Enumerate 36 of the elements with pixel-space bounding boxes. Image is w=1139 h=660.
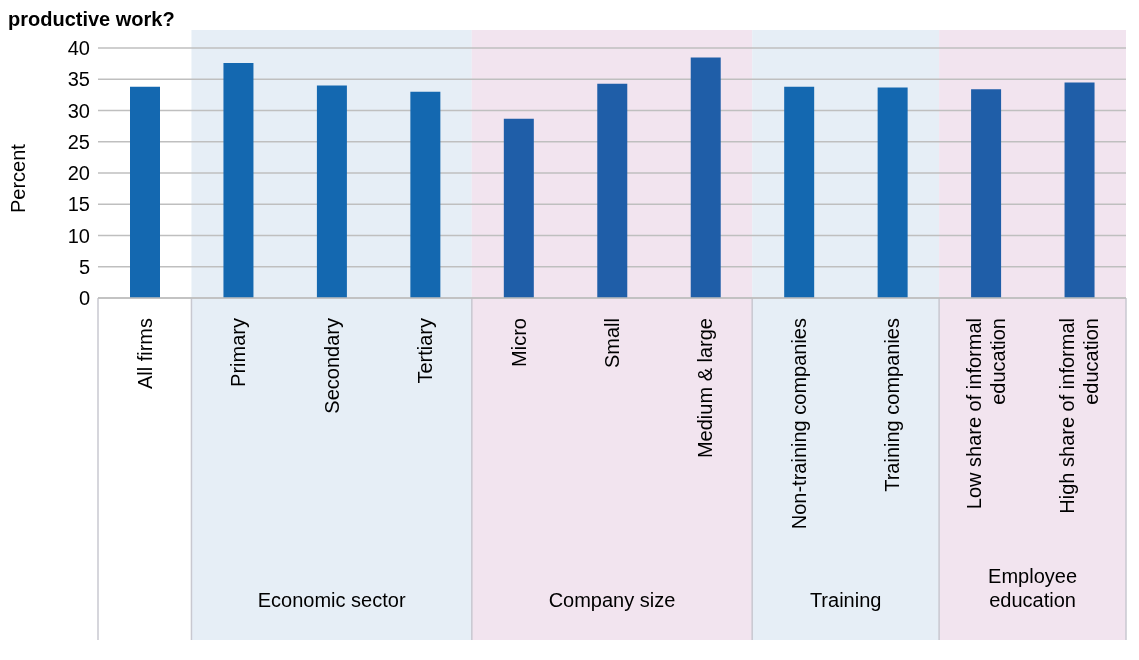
chart-title: productive work? xyxy=(8,8,176,30)
y-tick-label: 30 xyxy=(67,99,90,122)
x-tick-label: All firms xyxy=(133,318,156,390)
y-tick-label: 40 xyxy=(67,37,90,60)
x-tick-label: Secondary xyxy=(320,318,343,414)
bar xyxy=(410,91,441,298)
band-label: Training xyxy=(809,589,882,611)
y-tick-label: 15 xyxy=(67,193,90,216)
band-label: Economic sector xyxy=(257,589,406,611)
bar xyxy=(130,86,160,298)
x-tick-label: Medium & large xyxy=(694,318,717,459)
x-tick-label: Primary xyxy=(227,318,250,387)
band-label: Company size xyxy=(548,589,676,611)
x-tick-label: Small xyxy=(601,318,623,369)
y-tick-label: 10 xyxy=(67,224,90,247)
bar xyxy=(971,89,1002,298)
x-tick-label: Low share of informal education xyxy=(962,318,1009,510)
x-tick-label: Tertiary xyxy=(414,318,437,384)
x-tick-label: Non-training companies xyxy=(787,318,810,530)
y-tick-label: 0 xyxy=(78,287,90,310)
bar xyxy=(597,83,628,298)
y-axis-title: Percent xyxy=(7,143,30,213)
x-tick-label: Training companies xyxy=(881,318,904,492)
y-tick-label: 25 xyxy=(67,130,90,153)
bar xyxy=(1064,82,1095,298)
y-tick-label: 5 xyxy=(78,255,90,278)
bar xyxy=(690,57,721,298)
band-label: Employee education xyxy=(988,565,1078,611)
y-tick-label: 20 xyxy=(67,162,90,185)
bar xyxy=(316,85,347,298)
x-tick-label: Micro xyxy=(507,318,530,367)
y-tick-label: 35 xyxy=(67,68,90,91)
bar xyxy=(784,86,815,298)
bar xyxy=(503,118,534,298)
bar xyxy=(877,87,908,298)
bar xyxy=(223,63,254,298)
